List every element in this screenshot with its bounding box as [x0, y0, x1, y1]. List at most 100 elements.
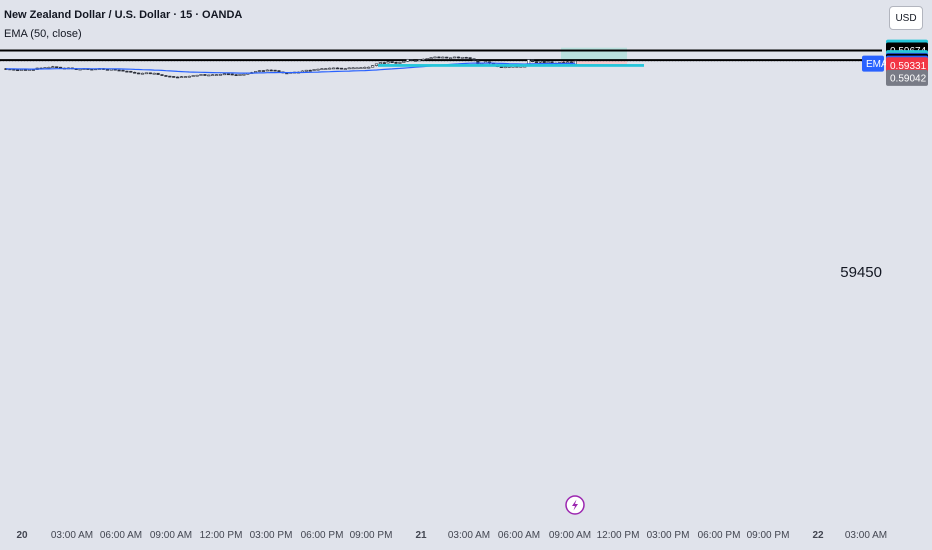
time-tick-label: 12:00 PM [597, 530, 640, 541]
time-tick-label: 03:00 PM [250, 530, 293, 541]
candle-body [378, 62, 383, 65]
candle-body [16, 69, 20, 72]
time-tick-label: 09:00 AM [549, 530, 591, 541]
candle-body [413, 60, 418, 62]
candle-body [55, 66, 59, 68]
stop-zone[interactable] [561, 60, 627, 66]
candle-body [215, 74, 219, 76]
candle-body [542, 60, 546, 63]
candle-body [129, 70, 133, 73]
candle-body [148, 72, 152, 75]
candle-body [394, 62, 398, 64]
candle-body [254, 71, 258, 73]
candle-body [105, 69, 109, 71]
candle-body [339, 67, 344, 70]
time-tick-label: 22 [812, 530, 824, 541]
candle-body [464, 56, 468, 59]
candle-body [472, 58, 476, 61]
demand-zone-box[interactable] [378, 64, 644, 67]
candle-body [386, 61, 390, 64]
candle-body [398, 62, 402, 64]
candle-body [565, 61, 570, 64]
candle-body [269, 69, 273, 72]
candle-body [530, 59, 535, 63]
candle-body [355, 67, 359, 70]
time-tick-label: 21 [415, 530, 427, 541]
time-tick-label: 09:00 AM [150, 530, 192, 541]
candle-body [121, 69, 125, 72]
time-tick-label: 20 [16, 530, 28, 541]
candle-body [359, 67, 363, 69]
candle-body [172, 76, 176, 78]
candle-body [137, 72, 141, 75]
time-tick-label: 09:00 PM [747, 530, 790, 541]
candle-body [238, 74, 242, 76]
candle-body [164, 75, 168, 77]
candle-body [409, 59, 414, 61]
candle-body [140, 72, 145, 75]
candle-body [363, 66, 367, 69]
candle-body [176, 76, 180, 79]
candle-body [382, 62, 386, 64]
candle-body [257, 70, 262, 72]
time-tick-label: 03:00 AM [845, 530, 887, 541]
candle-body [534, 61, 538, 64]
price-tag: 0.59331 [886, 57, 928, 74]
candle-body [273, 69, 277, 72]
candle-body [460, 56, 464, 59]
currency-button[interactable]: USD [889, 6, 923, 30]
candle-body [183, 76, 188, 78]
candle-body [265, 69, 269, 72]
indicator-legend[interactable]: EMA (50, close) [4, 28, 82, 40]
candle-body [433, 56, 437, 59]
candle-body [370, 65, 375, 68]
level-label: 59450 [840, 264, 882, 281]
candle-body [125, 70, 129, 73]
candle-body [207, 74, 211, 77]
candle-body [343, 68, 347, 70]
candle-body [437, 56, 441, 59]
time-axis-ticks: 20 03:00 AM 06:00 AM 09:00 AM 12:00 PM 03:00 … [16, 530, 887, 541]
time-tick-label: 06:00 PM [301, 530, 344, 541]
time-tick-label: 03:00 AM [51, 530, 93, 541]
candle-body [402, 60, 406, 63]
candlestick-series [4, 56, 577, 79]
candle-body [152, 72, 156, 75]
candle-body [226, 73, 230, 76]
candle-body [144, 72, 149, 75]
candle-body [19, 69, 24, 71]
symbol-title[interactable]: New Zealand Dollar / U.S. Dollar · 15 · … [4, 9, 243, 21]
candle-body [156, 72, 160, 75]
price-axis-tags: 0.597380.596740.594970.594340.5943114:33… [862, 39, 928, 86]
candle-body [211, 74, 215, 77]
candle-body [335, 67, 340, 70]
candle-body [222, 73, 227, 76]
time-tick-label: 12:00 PM [200, 530, 243, 541]
candle-body [277, 70, 281, 73]
candle-body [351, 67, 355, 70]
candle-body [242, 73, 246, 76]
candle-body [261, 70, 266, 72]
candle-body [23, 69, 28, 71]
svg-text:EMA: EMA [866, 59, 888, 70]
candle-body [546, 61, 550, 64]
candle-body [230, 73, 234, 76]
candle-body [199, 74, 203, 76]
candle-body [417, 59, 422, 62]
candle-body [429, 57, 433, 59]
candle-body [328, 67, 332, 70]
candle-body [304, 69, 308, 72]
candle-body [308, 69, 312, 72]
candle-body [421, 58, 425, 61]
ema-line [6, 62, 576, 74]
candle-body [324, 68, 328, 70]
candle-body [160, 74, 164, 76]
time-tick-label: 06:00 AM [498, 530, 540, 541]
candle-body [187, 75, 191, 78]
candle-body [234, 74, 238, 76]
time-tick-label: 03:00 AM [448, 530, 490, 541]
lightning-icon[interactable] [565, 495, 585, 515]
candle-body [503, 66, 507, 69]
